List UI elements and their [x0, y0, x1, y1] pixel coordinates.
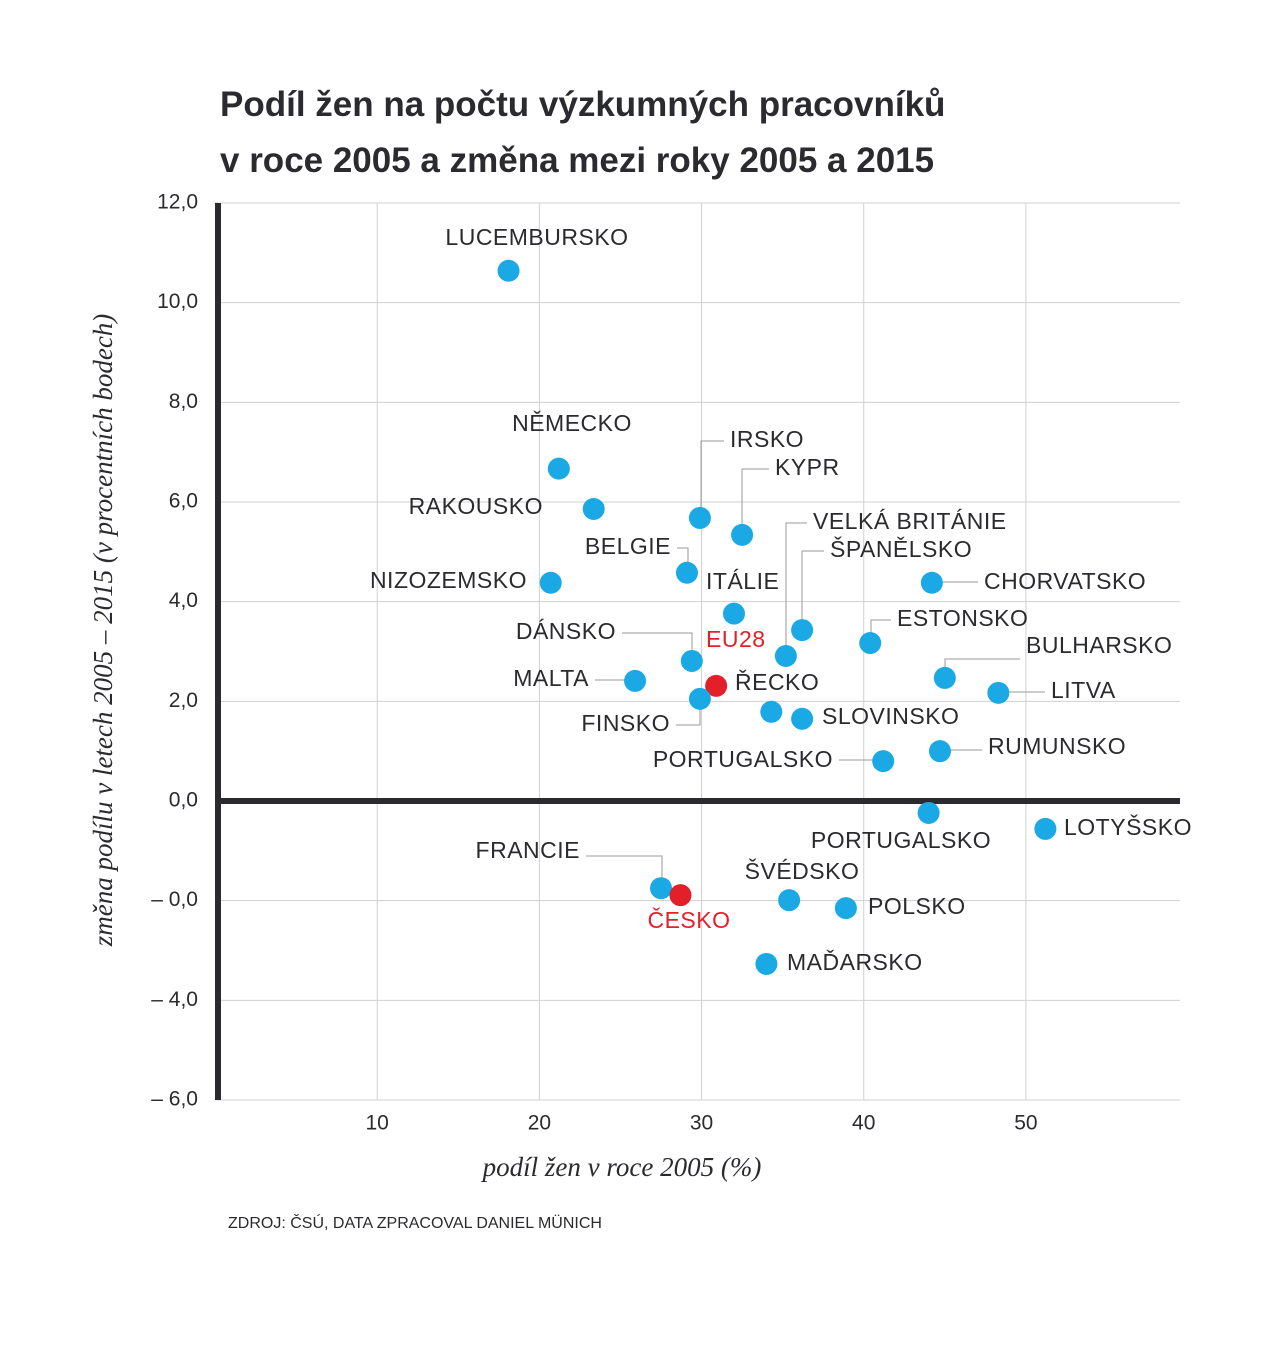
point — [675, 561, 698, 584]
point-label: ŘECKO — [735, 669, 819, 695]
y-axis-title: změna podílu v letech 2005 – 2015 (v pro… — [88, 314, 118, 948]
point — [669, 884, 692, 907]
point — [722, 602, 745, 625]
point-label: FRANCIE — [476, 837, 580, 863]
point-label: MALTA — [513, 665, 589, 691]
leader-line — [700, 440, 724, 517]
point-label: CHORVATSKO — [984, 568, 1146, 594]
point-label: ČESKO — [647, 906, 730, 933]
point — [755, 952, 778, 975]
x-tick-label: 10 — [366, 1112, 389, 1135]
point-label: VELKÁ BRITÁNIE — [813, 508, 1007, 534]
point — [920, 571, 943, 594]
leader-line — [801, 550, 824, 629]
point-label: SLOVINSKO — [822, 703, 959, 729]
point — [872, 750, 895, 773]
point — [497, 259, 520, 282]
point — [688, 687, 711, 710]
point-label: PORTUGALSKO — [811, 827, 991, 853]
y-tick-label: – 4,0 — [151, 988, 198, 1011]
leader-line — [586, 855, 663, 887]
point-label: PORTUGALSKO — [653, 746, 833, 772]
chart-title: Podíl žen na počtu výzkumných pracovníků — [220, 85, 945, 124]
point-label: ŠPANĚLSKO — [830, 535, 972, 562]
point — [933, 666, 956, 689]
point-label: FINSKO — [581, 710, 670, 736]
point-label: LITVA — [1051, 677, 1116, 703]
point-label: LOTYŠSKO — [1064, 813, 1192, 840]
point — [650, 877, 673, 900]
point-label: NĚMECKO — [512, 410, 632, 436]
leader-line — [944, 658, 1020, 677]
point-label: NIZOZEMSKO — [370, 567, 527, 593]
y-tick-label: 2,0 — [169, 689, 198, 712]
point — [917, 801, 940, 824]
point — [774, 644, 797, 667]
x-tick-label: 30 — [690, 1112, 713, 1135]
point-label: BELGIE — [585, 533, 671, 559]
point-label: KYPR — [775, 454, 840, 480]
chart-title: v roce 2005 a změna mezi roky 2005 a 201… — [220, 141, 934, 180]
source-note: ZDROJ: ČSÚ, DATA ZPRACOVAL DANIEL MÜNICH — [228, 1213, 602, 1232]
y-tick-label: – 0,0 — [151, 888, 198, 911]
point — [834, 897, 857, 920]
point — [582, 497, 605, 520]
point-label: ŠVÉDSKO — [745, 857, 860, 884]
point — [688, 506, 711, 529]
point-label: RAKOUSKO — [409, 493, 543, 519]
point — [859, 632, 882, 655]
point-label: ITÁLIE — [706, 568, 779, 594]
leader-line — [785, 522, 807, 655]
point — [791, 619, 814, 642]
point-label: POLSKO — [868, 893, 966, 919]
y-tick-label: 10,0 — [157, 290, 198, 313]
y-tick-label: 8,0 — [169, 390, 198, 413]
point-label: ESTONSKO — [897, 605, 1028, 631]
y-tick-label: 0,0 — [169, 789, 198, 812]
point-label: MAĎARSKO — [787, 949, 923, 975]
point — [1034, 817, 1057, 840]
point — [928, 740, 951, 763]
point-label: EU28 — [706, 626, 766, 652]
point-label: IRSKO — [730, 426, 804, 452]
y-tick-label: 12,0 — [157, 191, 198, 214]
point — [624, 669, 647, 692]
point — [791, 707, 814, 730]
point-label: LUCEMBURSKO — [445, 224, 628, 250]
leader-line — [741, 468, 769, 534]
point — [760, 700, 783, 723]
point — [680, 649, 703, 672]
point — [705, 674, 728, 697]
leader-line — [622, 632, 693, 660]
point — [731, 523, 754, 546]
x-tick-label: 40 — [852, 1112, 875, 1135]
y-tick-label: 4,0 — [169, 589, 198, 612]
y-tick-label: 6,0 — [169, 490, 198, 513]
x-tick-label: 50 — [1014, 1112, 1037, 1135]
point-label: DÁNSKO — [516, 618, 616, 644]
point-label: RUMUNSKO — [988, 733, 1126, 759]
y-tick-label: – 6,0 — [151, 1088, 198, 1111]
point-label: BULHARSKO — [1026, 632, 1172, 658]
point — [987, 681, 1010, 704]
x-tick-label: 20 — [528, 1112, 551, 1135]
point — [547, 457, 570, 480]
point — [539, 571, 562, 594]
point — [778, 889, 801, 912]
x-axis-title: podíl žen v roce 2005 (%) — [481, 1152, 762, 1182]
